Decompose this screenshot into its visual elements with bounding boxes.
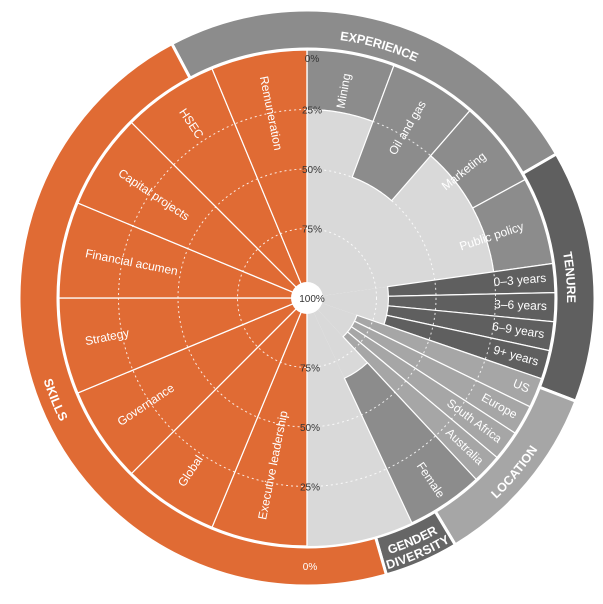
category-label-mining: Mining (334, 72, 354, 109)
bar-australia (342, 331, 498, 481)
scale-label-bottom: 0% (303, 562, 318, 573)
category-label-3-6-years: 3–6 years (494, 297, 547, 313)
bar-female (343, 361, 477, 524)
scale-label-center: 100% (299, 294, 325, 305)
scale-label-top: 50% (302, 165, 322, 176)
group-band-skills (17, 41, 389, 588)
scale-label-bottom: 75% (300, 364, 320, 375)
scale-label-top: 75% (302, 225, 322, 236)
category-label-us: US (511, 376, 532, 395)
scale-label-bottom: 50% (300, 423, 320, 434)
empty-wedge (307, 307, 412, 546)
scale-label-top: 0% (305, 54, 320, 65)
scale-ring-50 (177, 168, 437, 428)
scale-label-bottom: 25% (300, 483, 320, 494)
group-label-tenure: TENURE (560, 251, 578, 303)
category-label-0-3-years: 0–3 years (493, 271, 547, 289)
scale-label-top: 25% (302, 106, 322, 117)
